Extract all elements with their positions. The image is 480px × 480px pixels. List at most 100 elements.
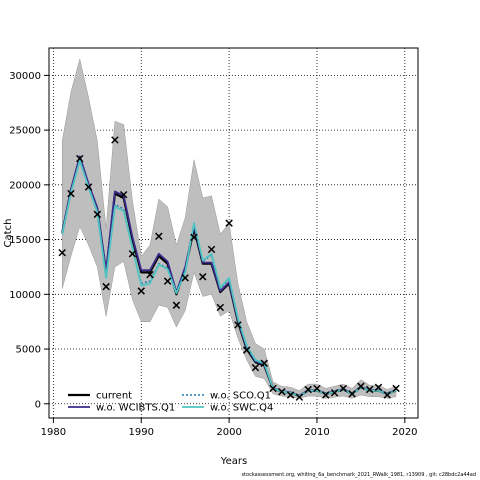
observation-marker-stroke [339,384,348,393]
observation-marker [199,273,207,281]
y-tick-label: 25000 [9,126,41,137]
observation-marker [102,282,110,291]
observation-marker [313,384,321,393]
observation-marker [190,233,198,242]
observation-marker [234,321,242,329]
observation-marker [348,390,356,398]
x-tick-label: 1980 [41,427,66,438]
y-tick-label: 30000 [9,71,41,82]
observation-marker [278,387,286,396]
observation-marker-stroke [365,385,374,394]
observation-marker [225,219,233,227]
legend-label-w-o-wcibts-q1: w.o. WCIBTS.Q1 [96,403,175,414]
observation-marker [163,277,172,285]
observation-marker-stroke [207,245,216,254]
observation-marker-stroke [242,346,251,354]
observation-marker-stroke [374,383,383,392]
observation-marker-stroke [216,303,225,312]
observation-marker [357,382,365,390]
observation-marker [339,384,348,393]
observation-marker-stroke [383,391,391,399]
observation-marker-stroke [181,274,189,282]
observation-marker [172,301,181,309]
observation-marker [93,210,102,219]
y-tick-label: 0 [35,399,41,410]
y-tick-label: 5000 [16,345,41,356]
x-tick-label: 1990 [129,427,154,438]
y-tick-label: 20000 [9,180,41,191]
observation-marker [322,391,330,399]
observation-marker [146,270,154,279]
observation-marker [286,391,295,399]
footer-credit: stockassessment.org, whiting_6a_benchmar… [241,472,476,478]
observation-marker-stroke [155,232,163,241]
observation-marker-stroke [251,363,260,372]
series-line-w-o-swc-q4 [61,159,397,398]
observation-marker-stroke [76,154,84,163]
observation-markers-layer [58,136,400,401]
observation-marker-stroke [225,219,233,227]
observation-marker [155,232,163,241]
observation-marker [295,393,304,401]
observation-marker [374,383,383,392]
observation-marker-stroke [322,391,330,399]
observation-marker-stroke [128,250,137,258]
observation-marker-stroke [269,384,277,393]
legend-label-current: current [96,391,132,402]
observation-marker [330,389,339,397]
x-tick-label: 2000 [216,427,241,438]
observation-marker [260,359,268,367]
observation-marker [84,183,93,191]
x-axis-title: Years [220,456,247,467]
observation-marker-stroke [392,384,400,393]
observation-marker-stroke [199,273,207,281]
y-tick-label: 10000 [9,290,41,301]
observation-marker-stroke [102,282,110,291]
observation-marker-stroke [260,359,268,367]
observation-marker [181,274,189,282]
observation-marker [128,250,137,258]
confidence-band [61,58,397,399]
observation-marker-stroke [146,270,154,279]
x-tick-label: 2020 [392,427,417,438]
legend-label-w-o-swc-q4: w.o. SWC.Q4 [210,403,273,414]
observation-marker [67,189,75,198]
axis-ticks-layer: 1980 1990 2000 2010 2020 0 5000 10000 15000 20000… [9,71,417,438]
observation-marker [304,385,312,394]
observation-marker [137,287,145,295]
legend-label-w-o-sco-q1: w.o. SCO.Q1 [210,391,271,402]
observation-marker [76,154,84,163]
observation-marker [383,391,391,399]
observation-marker-stroke [58,248,66,257]
observation-marker-stroke [348,390,356,398]
observation-marker-stroke [330,389,339,397]
observation-marker [242,346,251,354]
series-lines-layer [61,155,397,398]
observation-marker-stroke [111,136,119,144]
x-tick-label: 2010 [304,427,329,438]
observation-marker-stroke [357,382,365,390]
observation-marker-stroke [286,391,295,399]
observation-marker-stroke [190,233,198,242]
observation-marker [58,248,66,257]
observation-marker [207,245,216,254]
observation-marker [111,136,119,144]
confidence-band-layer [61,58,397,399]
series-line-w-o-sco-q1 [61,158,397,397]
observation-marker-stroke [119,190,128,199]
observation-marker [365,385,374,394]
observation-marker-stroke [172,301,181,309]
observation-marker-stroke [313,384,321,393]
observation-marker [216,303,225,312]
observation-marker [392,384,400,393]
observation-marker-stroke [304,385,312,394]
observation-marker-stroke [84,183,93,191]
observation-marker-stroke [93,210,102,219]
observation-marker [119,190,128,199]
observation-marker-stroke [278,387,286,396]
observation-marker-stroke [67,189,75,198]
observation-marker-stroke [137,287,145,295]
y-axis-title: Catch [3,219,14,248]
